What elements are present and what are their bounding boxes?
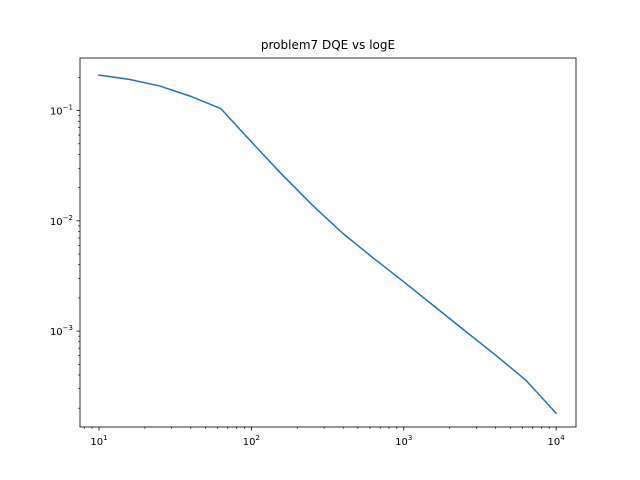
x-tick-label: 102 — [243, 434, 260, 448]
y-tick-label: 10−3 — [50, 324, 73, 338]
axes-frame — [79, 57, 577, 428]
x-tick-label: 101 — [90, 434, 107, 448]
chart-title: problem7 DQE vs logE — [261, 38, 395, 52]
y-tick-label: 10−1 — [50, 104, 73, 118]
series-line — [98, 74, 558, 415]
plot-area: 101 102 103 104 10−1 10−2 10−3 — [50, 57, 577, 448]
y-tick-label: 10−2 — [50, 214, 73, 228]
x-tick-label: 104 — [548, 434, 566, 448]
x-tick-label: 103 — [395, 434, 412, 448]
